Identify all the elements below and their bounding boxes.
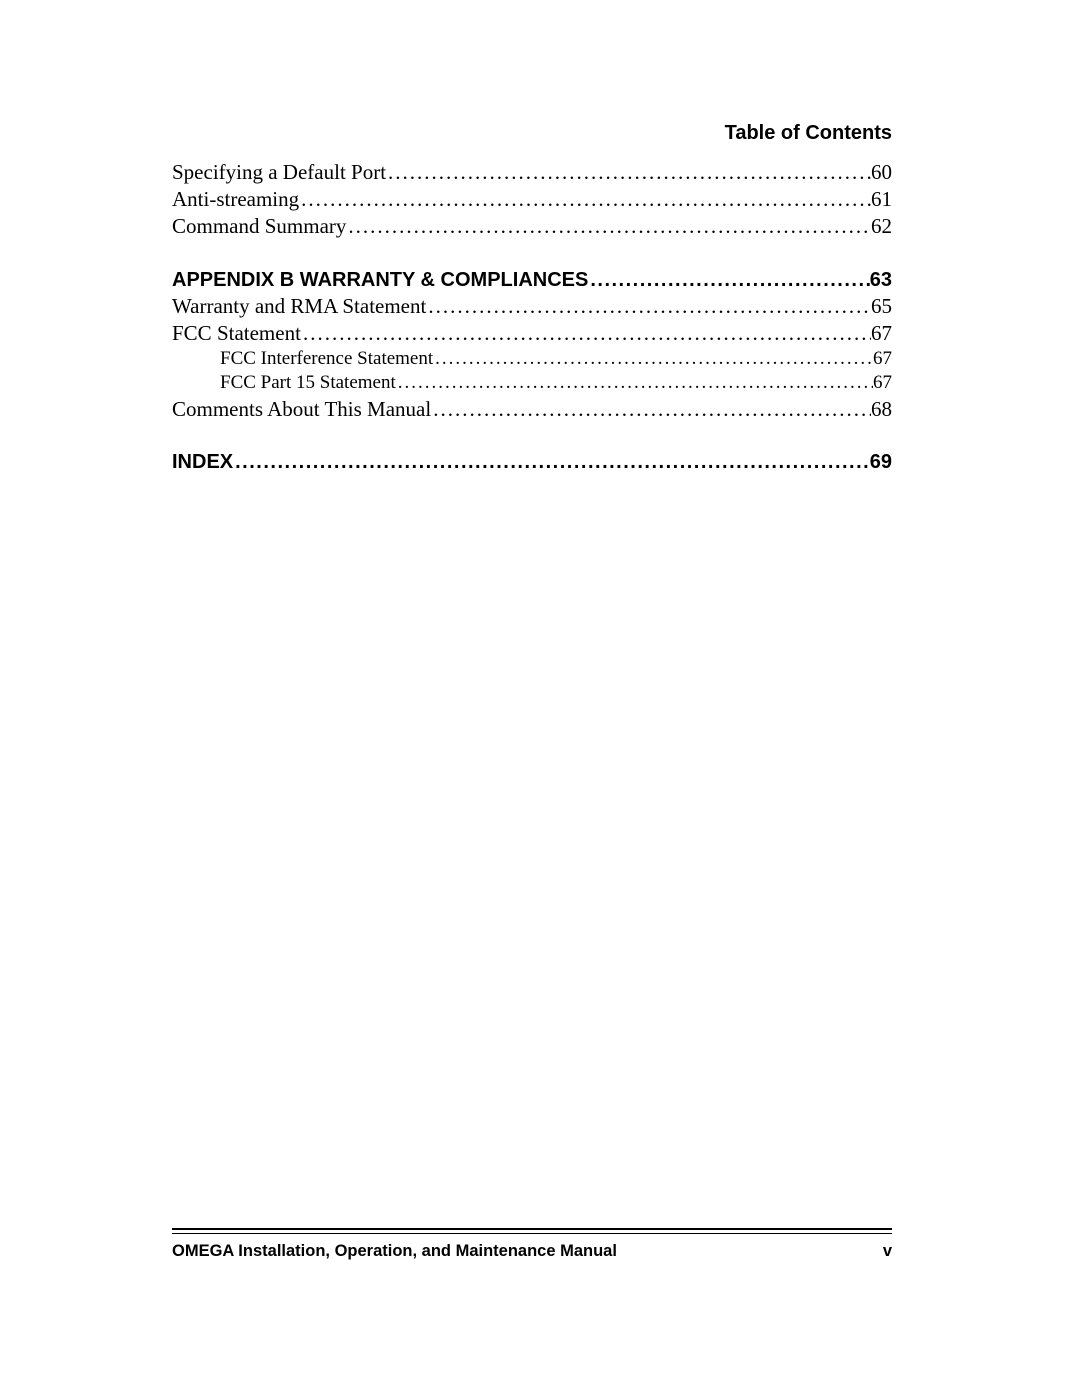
footer-left: OMEGA Installation, Operation, and Maint… bbox=[172, 1242, 617, 1261]
toc-entry: Specifying a Default Port 60 bbox=[172, 159, 892, 186]
toc-page-number: 61 bbox=[871, 186, 892, 213]
toc-group-0: Specifying a Default Port 60 Anti-stream… bbox=[172, 159, 892, 240]
toc-heading-label: APPENDIX B WARRANTY & COMPLIANCES bbox=[172, 268, 588, 294]
toc-heading-page: 69 bbox=[870, 450, 892, 476]
toc-label: Warranty and RMA Statement bbox=[172, 293, 426, 320]
page-title: Table of Contents bbox=[172, 122, 892, 145]
toc-label: FCC Interference Statement bbox=[220, 347, 433, 371]
toc-heading-label: INDEX bbox=[172, 450, 233, 476]
leader-dots bbox=[588, 268, 869, 294]
leader-dots bbox=[433, 347, 873, 371]
toc-label: Specifying a Default Port bbox=[172, 159, 386, 186]
toc-page-number: 68 bbox=[871, 396, 892, 423]
toc-subentry: FCC Interference Statement 67 bbox=[172, 347, 892, 371]
toc-page-number: 67 bbox=[873, 347, 892, 371]
toc-label: FCC Statement bbox=[172, 320, 301, 347]
toc-entry: Warranty and RMA Statement 65 bbox=[172, 293, 892, 320]
toc-heading: APPENDIX B WARRANTY & COMPLIANCES 63 bbox=[172, 268, 892, 294]
toc-page: Table of Contents Specifying a Default P… bbox=[172, 122, 892, 504]
toc-entry: Anti-streaming 61 bbox=[172, 186, 892, 213]
toc-entry: FCC Statement 67 bbox=[172, 320, 892, 347]
toc-page-number: 60 bbox=[871, 159, 892, 186]
leader-dots bbox=[396, 371, 873, 395]
toc-entry: Command Summary 62 bbox=[172, 213, 892, 240]
footer-right: v bbox=[883, 1242, 892, 1261]
footer-rule-inner bbox=[172, 1233, 892, 1234]
leader-dots bbox=[426, 293, 871, 320]
toc-heading-page: 63 bbox=[870, 268, 892, 294]
toc-group-2: INDEX 69 bbox=[172, 450, 892, 476]
footer: OMEGA Installation, Operation, and Maint… bbox=[172, 1242, 892, 1261]
leader-dots bbox=[233, 450, 870, 476]
toc-entry: Comments About This Manual 68 bbox=[172, 396, 892, 423]
toc-page-number: 67 bbox=[873, 371, 892, 395]
toc-label: FCC Part 15 Statement bbox=[220, 371, 396, 395]
toc-label: Comments About This Manual bbox=[172, 396, 431, 423]
toc-heading: INDEX 69 bbox=[172, 450, 892, 476]
toc-group-1: APPENDIX B WARRANTY & COMPLIANCES 63 War… bbox=[172, 268, 892, 423]
toc-subentry: FCC Part 15 Statement 67 bbox=[172, 371, 892, 395]
toc-label: Command Summary bbox=[172, 213, 346, 240]
leader-dots bbox=[346, 213, 871, 240]
leader-dots bbox=[431, 396, 871, 423]
footer-rule-outer bbox=[172, 1228, 892, 1230]
toc-page-number: 62 bbox=[871, 213, 892, 240]
toc-label: Anti-streaming bbox=[172, 186, 299, 213]
leader-dots bbox=[386, 159, 871, 186]
toc-page-number: 67 bbox=[871, 320, 892, 347]
leader-dots bbox=[299, 186, 871, 213]
toc-page-number: 65 bbox=[871, 293, 892, 320]
leader-dots bbox=[301, 320, 871, 347]
